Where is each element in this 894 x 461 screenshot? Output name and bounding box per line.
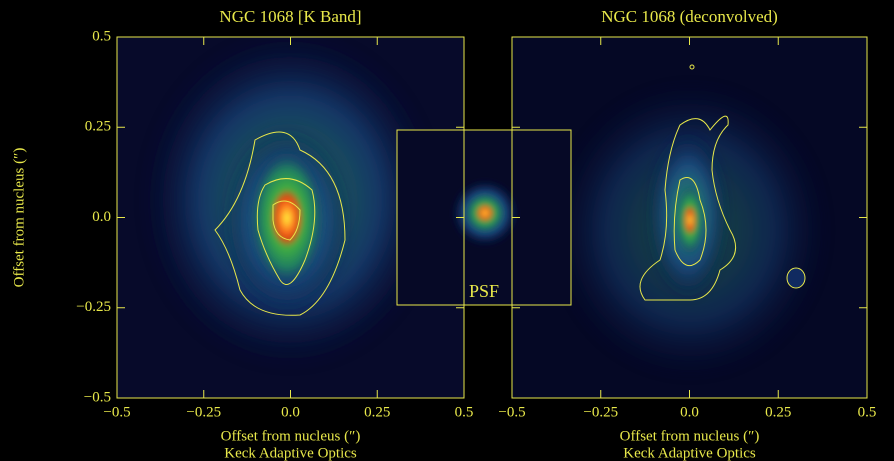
y-tick-label: −0.25 [76,299,111,315]
subtitle: Keck Adaptive Optics [224,445,357,461]
x-tick-label: 0.25 [364,404,390,420]
x-tick-label: −0.25 [186,404,221,420]
y-tick-label: 0.25 [85,119,111,135]
x-tick-label: 0.5 [858,404,877,420]
subtitle: Keck Adaptive Optics [623,445,756,461]
psf-inset: PSF [396,129,572,306]
right-image [512,37,867,398]
x-tick-label: −0.5 [103,404,130,420]
x-axis-label: Offset from nucleus (″) [221,428,361,444]
x-tick-label: 0.0 [281,404,300,420]
x-tick-label: −0.5 [498,404,525,420]
x-tick-label: −0.25 [583,404,618,420]
inset-label: PSF [469,281,499,301]
y-tick-label: 0.0 [92,209,111,225]
x-tick-label: 0.5 [455,404,474,420]
x-axis-label: Offset from nucleus (″) [620,428,760,444]
y-tick-label: −0.5 [84,389,111,405]
x-tick-label: 0.0 [680,404,699,420]
y-axis-label: Offset from nucleus (″) [11,148,27,288]
x-tick-label: 0.25 [765,404,791,420]
chart-title: NGC 1068 (deconvolved) [601,7,778,26]
y-tick-label: 0.5 [92,28,111,44]
chart-title: NGC 1068 [K Band] [219,7,361,26]
